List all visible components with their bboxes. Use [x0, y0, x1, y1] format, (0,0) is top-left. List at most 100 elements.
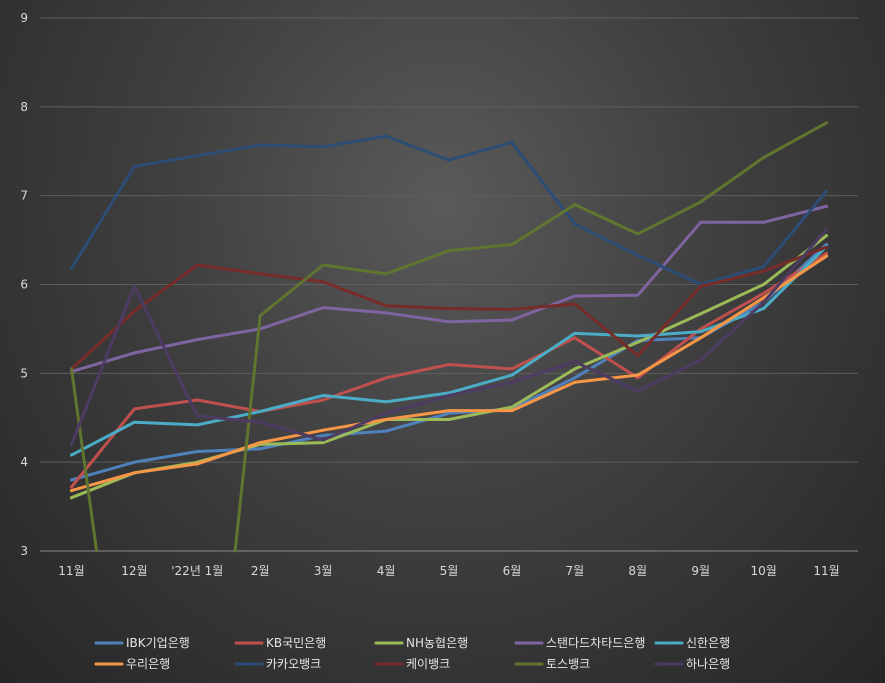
data-point — [573, 376, 577, 380]
data-point — [447, 409, 451, 413]
data-point — [258, 410, 262, 414]
series-7 — [69, 134, 829, 286]
legend-item: 하나은행 — [654, 656, 730, 671]
series-line — [70, 251, 828, 489]
data-point — [573, 367, 577, 371]
legend-label: 토스뱅크 — [546, 657, 590, 671]
data-point — [699, 358, 703, 362]
data-point — [384, 304, 388, 308]
data-point — [258, 272, 262, 276]
data-point — [384, 400, 388, 404]
data-point — [132, 471, 136, 475]
data-point — [384, 376, 388, 380]
y-tick-label: 9 — [20, 11, 28, 25]
data-point — [384, 418, 388, 422]
y-tick-label: 4 — [20, 455, 28, 469]
data-point — [510, 373, 514, 377]
legend-label: 우리은행 — [126, 656, 170, 671]
data-point — [447, 391, 451, 395]
series-1 — [69, 243, 829, 482]
data-point — [573, 380, 577, 384]
legend-label: KB국민은행 — [266, 635, 326, 650]
data-point — [69, 496, 73, 500]
data-point — [636, 373, 640, 377]
data-point — [132, 351, 136, 355]
series-line — [70, 134, 828, 286]
x-tick-label: 6월 — [503, 564, 522, 578]
data-point — [447, 306, 451, 310]
data-point — [699, 220, 703, 224]
data-point — [258, 314, 262, 318]
data-point — [195, 338, 199, 342]
data-point — [573, 336, 577, 340]
data-point — [699, 336, 703, 340]
data-point — [195, 398, 199, 402]
data-point — [825, 204, 829, 208]
x-tick-label: 7월 — [566, 564, 585, 578]
legend-label: IBK기업은행 — [126, 635, 190, 650]
data-point — [510, 380, 514, 384]
legend-label: 카카오뱅크 — [266, 657, 321, 671]
data-point — [573, 294, 577, 298]
data-point — [321, 394, 325, 398]
x-tick-label: 10월 — [750, 564, 776, 578]
data-point — [636, 340, 640, 344]
data-point — [510, 318, 514, 322]
data-point — [447, 394, 451, 398]
data-point — [321, 280, 325, 284]
data-point — [384, 429, 388, 433]
series-5 — [69, 244, 829, 457]
legend-item: NH농협은행 — [374, 635, 468, 650]
data-point — [447, 320, 451, 324]
data-point — [762, 155, 766, 159]
data-point — [321, 263, 325, 267]
x-tick-label: 4월 — [377, 564, 396, 578]
data-point — [573, 203, 577, 207]
legend-item: 케이뱅크 — [374, 657, 450, 671]
data-point — [510, 140, 514, 144]
data-point — [636, 293, 640, 297]
x-tick-label: '22년 1월 — [171, 564, 223, 578]
data-point — [573, 222, 577, 226]
legend-item: 신한은행 — [654, 635, 730, 650]
data-point — [699, 284, 703, 288]
legend-item: 카카오뱅크 — [234, 657, 321, 671]
x-tick-label: 8월 — [628, 564, 647, 578]
series-line — [70, 367, 99, 553]
data-point — [825, 234, 829, 238]
data-point — [510, 405, 514, 409]
x-axis-ticks: 11월 12월 '22년 1월 2월 3월 4월 5월 6월 7월 8월 9월 10월 11월 — [58, 564, 839, 578]
data-point — [699, 312, 703, 316]
data-point — [636, 232, 640, 236]
series-9 — [69, 121, 829, 553]
x-tick-label: 11월 — [813, 564, 839, 578]
data-point — [69, 485, 73, 489]
data-point — [573, 302, 577, 306]
series-line — [233, 121, 828, 553]
data-point — [321, 441, 325, 445]
data-point — [258, 420, 262, 424]
legend-item: 토스뱅크 — [514, 657, 590, 671]
data-point — [69, 453, 73, 457]
data-point — [447, 158, 451, 162]
legend-label: 신한은행 — [686, 635, 730, 650]
data-point — [699, 200, 703, 204]
data-point — [447, 418, 451, 422]
data-point — [258, 441, 262, 445]
data-point — [636, 253, 640, 257]
legend-item: 우리은행 — [94, 656, 170, 671]
x-tick-label: 5월 — [440, 564, 459, 578]
data-point — [132, 460, 136, 464]
data-point — [636, 376, 640, 380]
data-point — [762, 306, 766, 310]
data-point — [762, 220, 766, 224]
y-tick-label: 7 — [20, 189, 28, 203]
x-tick-label: 11월 — [58, 564, 84, 578]
y-axis-ticks: 3 4 5 6 7 8 9 — [20, 11, 28, 558]
data-point — [321, 428, 325, 432]
data-point — [69, 367, 73, 371]
series-4 — [69, 204, 829, 374]
data-point — [384, 411, 388, 415]
